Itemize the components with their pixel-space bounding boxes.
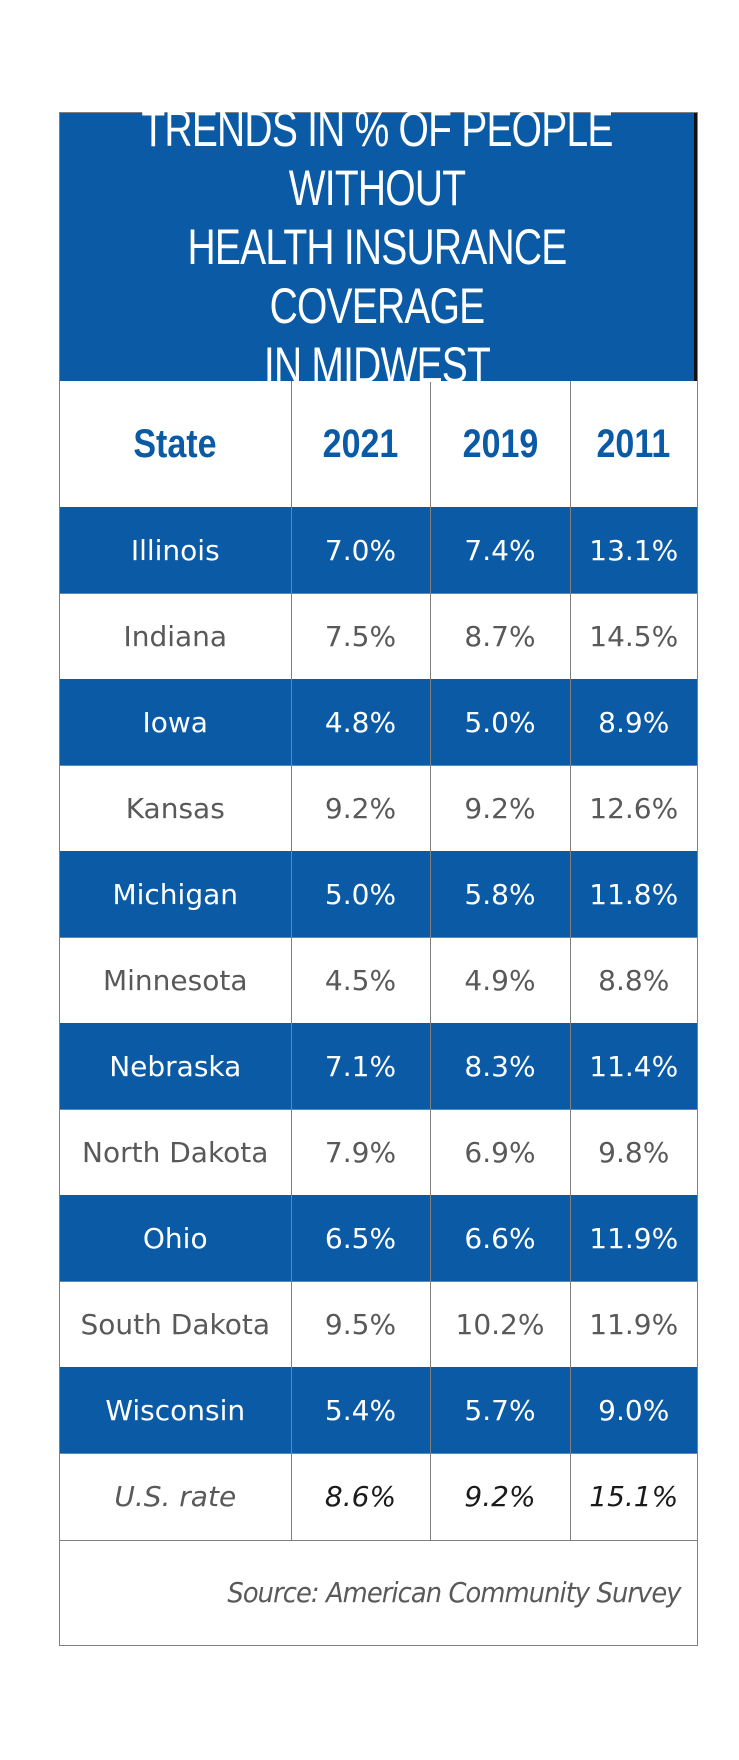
value-2019-cell: 10.2%: [429, 1281, 570, 1368]
value-2019-cell: 7.4%: [429, 507, 570, 594]
table-row: Illinois 7.0% 7.4% 13.1%: [60, 507, 697, 594]
us-rate-label: U.S. rate: [60, 1453, 291, 1540]
state-cell: North Dakota: [60, 1109, 291, 1196]
value-2021-cell: 5.0%: [290, 851, 430, 938]
value-2021-cell: 6.5%: [290, 1195, 430, 1282]
value-2021-cell: 4.5%: [290, 937, 430, 1024]
column-header-state: State: [133, 421, 217, 466]
table-row: Michigan 5.0% 5.8% 11.8%: [60, 851, 697, 938]
value-2019-cell: 8.7%: [429, 593, 570, 680]
value-2019-cell: 5.8%: [429, 851, 570, 938]
table-row: Ohio 6.5% 6.6% 11.9%: [60, 1195, 697, 1282]
state-cell: Illinois: [60, 507, 291, 594]
state-cell: Michigan: [60, 851, 291, 938]
value-2011-cell: 8.8%: [569, 937, 697, 1024]
coverage-table-card: TRENDS IN % OF PEOPLE WITHOUT HEALTH INS…: [59, 101, 698, 1646]
state-cell: Nebraska: [60, 1023, 291, 1110]
coverage-table: State 2021 2019 2011 Illinois 7.0% 7.4% 13.…: [60, 381, 697, 1540]
value-2021-cell: 9.2%: [290, 765, 430, 852]
state-cell: Kansas: [60, 765, 291, 852]
value-2021-cell: 7.9%: [290, 1109, 430, 1196]
table-row: South Dakota 9.5% 10.2% 11.9%: [60, 1281, 697, 1368]
column-header-2021: 2021: [290, 381, 430, 508]
value-2011-cell: 12.6%: [569, 765, 697, 852]
state-cell: Wisconsin: [60, 1367, 291, 1454]
column-header-2011: 2011: [569, 381, 697, 508]
us-rate-row: U.S. rate 8.6% 9.2% 15.1%: [60, 1453, 697, 1540]
value-2011-cell: 11.8%: [569, 851, 697, 938]
us-rate-2021: 8.6%: [290, 1453, 430, 1540]
table-row: North Dakota 7.9% 6.9% 9.8%: [60, 1109, 697, 1196]
value-2011-cell: 9.0%: [569, 1367, 697, 1454]
value-2021-cell: 7.1%: [290, 1023, 430, 1110]
chart-title: TRENDS IN % OF PEOPLE WITHOUT HEALTH INS…: [141, 100, 613, 393]
value-2021-cell: 5.4%: [290, 1367, 430, 1454]
value-2011-cell: 9.8%: [569, 1109, 697, 1196]
value-2019-cell: 4.9%: [429, 937, 570, 1024]
value-2021-cell: 4.8%: [290, 679, 430, 766]
value-2021-cell: 9.5%: [290, 1281, 430, 1368]
table-row: Iowa 4.8% 5.0% 8.9%: [60, 679, 697, 766]
value-2011-cell: 11.4%: [569, 1023, 697, 1110]
value-2011-cell: 11.9%: [569, 1195, 697, 1282]
value-2021-cell: 7.0%: [290, 507, 430, 594]
value-2011-cell: 11.9%: [569, 1281, 697, 1368]
table-row: Nebraska 7.1% 8.3% 11.4%: [60, 1023, 697, 1110]
state-cell: Minnesota: [60, 937, 291, 1024]
state-cell: Indiana: [60, 593, 291, 680]
us-rate-2011: 15.1%: [569, 1453, 697, 1540]
value-2019-cell: 6.6%: [429, 1195, 570, 1282]
column-header-2019: 2019: [429, 381, 570, 508]
value-2011-cell: 13.1%: [569, 507, 697, 594]
value-2021-cell: 7.5%: [290, 593, 430, 680]
value-2019-cell: 5.7%: [429, 1367, 570, 1454]
value-2019-cell: 6.9%: [429, 1109, 570, 1196]
state-cell: South Dakota: [60, 1281, 291, 1368]
table-row: Minnesota 4.5% 4.9% 8.8%: [60, 937, 697, 1024]
table-row: Kansas 9.2% 9.2% 12.6%: [60, 765, 697, 852]
table-row: Indiana 7.5% 8.7% 14.5%: [60, 593, 697, 680]
table-header-row: State 2021 2019 2011: [60, 381, 697, 508]
value-2019-cell: 8.3%: [429, 1023, 570, 1110]
table-body: Illinois 7.0% 7.4% 13.1% Indiana 7.5% 8.7% 14.5…: [60, 507, 697, 1454]
value-2019-cell: 9.2%: [429, 765, 570, 852]
source-note: Source: American Community Survey: [60, 1539, 697, 1645]
us-rate-2019: 9.2%: [429, 1453, 570, 1540]
title-banner: TRENDS IN % OF PEOPLE WITHOUT HEALTH INS…: [60, 101, 697, 393]
value-2011-cell: 14.5%: [569, 593, 697, 680]
table-row: Wisconsin 5.4% 5.7% 9.0%: [60, 1367, 697, 1454]
state-cell: Ohio: [60, 1195, 291, 1282]
value-2019-cell: 5.0%: [429, 679, 570, 766]
value-2011-cell: 8.9%: [569, 679, 697, 766]
state-cell: Iowa: [60, 679, 291, 766]
